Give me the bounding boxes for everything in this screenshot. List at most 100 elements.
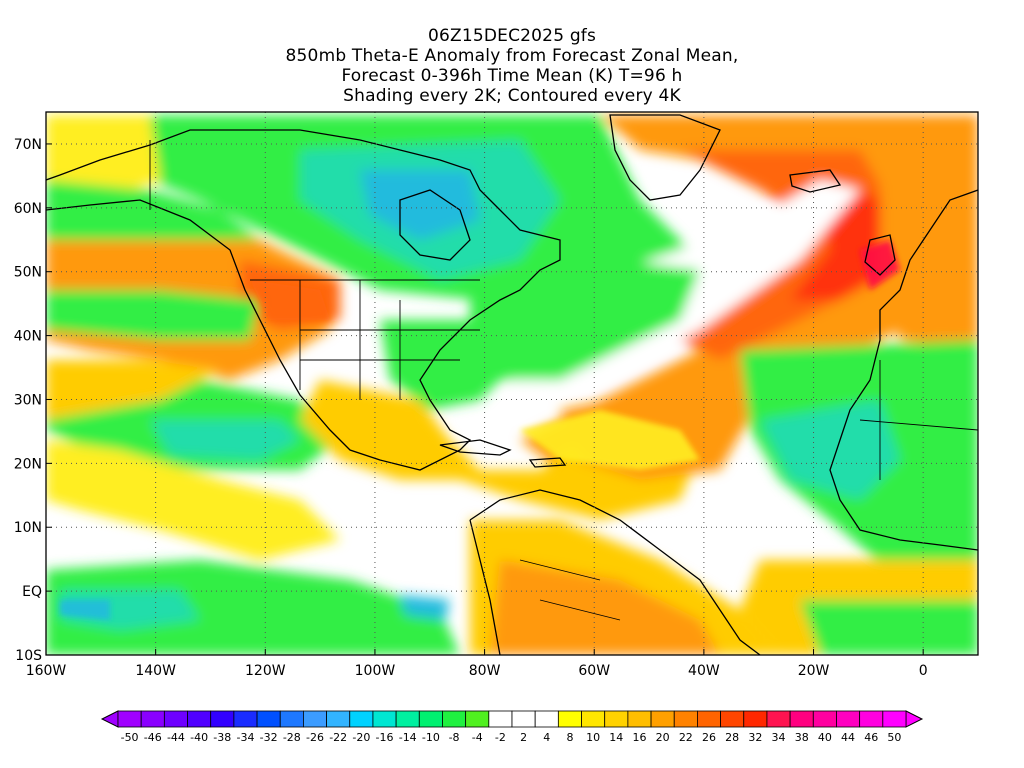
colorbar-swatch: [627, 710, 652, 728]
title-line-4: Shading every 2K; Contoured every 4K: [343, 86, 681, 106]
colorbar-label: 40: [818, 731, 832, 744]
colorbar-label: -26: [306, 731, 324, 744]
colorbar-swatch: [488, 710, 513, 728]
colorbar-swatch: [882, 710, 907, 728]
colorbar-label: -16: [376, 731, 394, 744]
lon-tick-label: 40W: [688, 663, 720, 679]
colorbar-swatch: [720, 710, 745, 728]
colorbar-label: -40: [190, 731, 208, 744]
colorbar-swatch: [279, 710, 304, 728]
colorbar-label: -4: [472, 731, 483, 744]
graticule: [46, 112, 978, 655]
colorbar-swatch: [859, 710, 884, 728]
colorbar-label: 10: [586, 731, 600, 744]
lat-tick-label: EQ: [22, 584, 42, 600]
colorbar-label: 22: [679, 731, 693, 744]
lat-tick-label: 70N: [14, 137, 42, 153]
colorbar-swatch: [256, 710, 281, 728]
colorbar-label: 38: [795, 731, 809, 744]
colorbar-swatch: [604, 710, 629, 728]
colorbar-label: -20: [352, 731, 370, 744]
colorbar-label: -2: [495, 731, 506, 744]
colorbar-swatch: [511, 710, 536, 728]
political-borders: [149, 140, 978, 621]
colorbar-swatch: [418, 710, 443, 728]
plot-frame: [45, 111, 979, 656]
colorbar-swatch: [163, 710, 188, 728]
colorbar-swatch: [349, 710, 374, 728]
colorbar-swatch: [187, 710, 212, 728]
lat-tick-label: 10N: [14, 520, 42, 536]
colorbar-swatch: [812, 710, 837, 728]
colorbar-swatch: [210, 710, 235, 728]
colorbar-label: -14: [399, 731, 417, 744]
colorbar-label: 34: [772, 731, 786, 744]
anomaly-field: [46, 112, 978, 655]
colorbar-arrow-right: [905, 710, 924, 728]
colorbar-label: 4: [543, 731, 550, 744]
colorbar-label: -32: [260, 731, 278, 744]
colorbar-label: 8: [566, 731, 573, 744]
colorbar-label: 14: [609, 731, 623, 744]
lat-tick-label: 40N: [14, 329, 42, 345]
colorbar-swatch: [557, 710, 582, 728]
colorbar-label: 28: [725, 731, 739, 744]
lat-tick-label: 60N: [14, 201, 42, 217]
lat-tick-label: 10S: [15, 648, 42, 664]
axis-labels: 160W 140W 120W 100W 80W 60W 40W 20W 0 70N 60N 50N 40…: [14, 137, 928, 679]
colorbar-swatch: [697, 710, 721, 728]
lat-tick-label: 50N: [14, 265, 42, 281]
colorbar-swatch: [140, 710, 165, 728]
colorbar-swatch: [326, 710, 351, 728]
colorbar-label: 44: [841, 731, 855, 744]
colorbar-label: 32: [748, 731, 762, 744]
lon-tick-label: 80W: [469, 663, 501, 679]
colorbar-label: -28: [283, 731, 301, 744]
lon-tick-label: 120W: [245, 663, 286, 679]
title-line-3: Forecast 0-396h Time Mean (K) T=96 h: [341, 66, 683, 86]
colorbar-swatch: [673, 710, 698, 728]
coastlines: [46, 114, 978, 655]
colorbar-swatch: [650, 710, 675, 728]
colorbar-swatch: [442, 710, 467, 728]
colorbar-swatch: [395, 710, 420, 728]
colorbar-label: 46: [864, 731, 878, 744]
colorbar-label: -38: [213, 731, 231, 744]
colorbar-label: -22: [329, 731, 347, 744]
colorbar-swatch: [789, 710, 814, 728]
colorbar-label: 2: [520, 731, 527, 744]
colorbar-label: 50: [887, 731, 901, 744]
colorbar-label: -50: [121, 731, 139, 744]
lon-tick-label: 20W: [798, 663, 830, 679]
colorbar-swatch: [465, 710, 490, 728]
title-line-1: 06Z15DEC2025 gfs: [427, 26, 597, 46]
axis-ticks: [45, 143, 924, 656]
colorbar-label: -34: [236, 731, 254, 744]
lat-tick-label: 20N: [14, 456, 42, 472]
colorbar: -50 -46 -44 -40 -38 -34 -32 -28 -26 -22 -20 -16 -14-…: [100, 710, 924, 744]
lon-tick-label: 160W: [26, 663, 67, 679]
title-line-2: 850mb Theta-E Anomaly from Forecast Zona…: [285, 46, 739, 66]
lon-tick-label: 0: [919, 663, 928, 679]
colorbar-swatch: [581, 710, 606, 728]
colorbar-label: -44: [167, 731, 185, 744]
colorbar-swatch: [743, 710, 768, 728]
colorbar-arrow-left: [100, 710, 119, 728]
colorbar-label: 26: [702, 731, 716, 744]
colorbar-swatch: [303, 710, 327, 728]
colorbar-swatch: [534, 710, 559, 728]
colorbar-swatch: [117, 710, 142, 728]
colorbar-swatch: [372, 710, 397, 728]
colorbar-label: -8: [449, 731, 460, 744]
lon-tick-label: 60W: [578, 663, 610, 679]
colorbar-label: -46: [144, 731, 162, 744]
lat-tick-label: 30N: [14, 392, 42, 408]
lon-tick-label: 100W: [355, 663, 396, 679]
lon-tick-label: 140W: [135, 663, 176, 679]
colorbar-label: -10: [422, 731, 440, 744]
colorbar-label: 16: [632, 731, 646, 744]
colorbar-swatch: [233, 710, 258, 728]
colorbar-label: 20: [656, 731, 670, 744]
colorbar-swatch: [836, 710, 861, 728]
